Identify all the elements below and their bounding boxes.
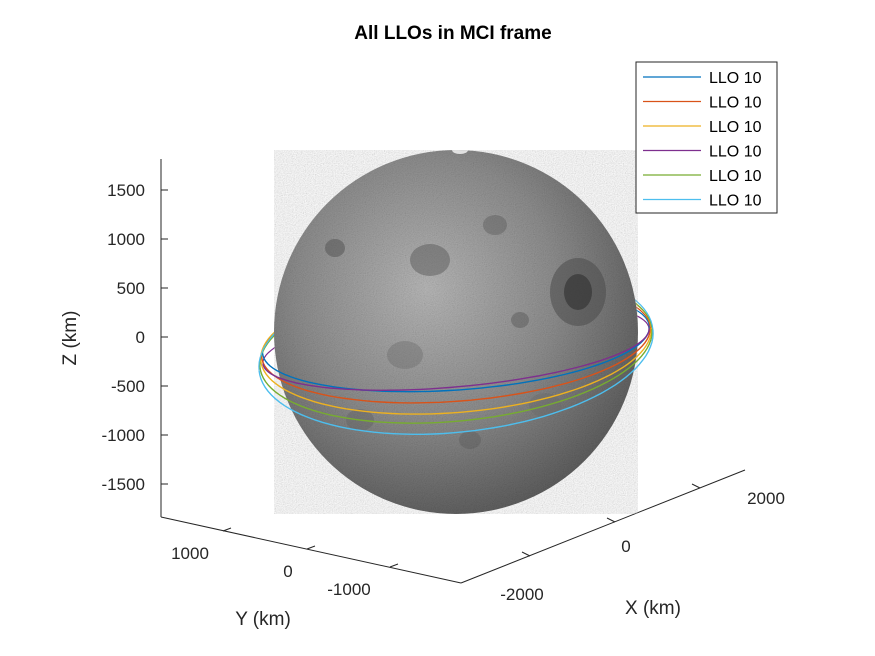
- y-tick-label: -1000: [327, 580, 370, 599]
- orbit-front-1: [261, 326, 651, 393]
- crater: [564, 274, 592, 310]
- legend-label: LLO 10: [709, 95, 762, 112]
- x-axis-line: [460, 469, 746, 584]
- z-tick-label: 1000: [107, 230, 145, 249]
- x-axis-label: X (km): [625, 598, 681, 619]
- orbit-front-3: [260, 327, 653, 415]
- x-tick-label: 2000: [747, 489, 785, 508]
- moon-sphere: [274, 150, 638, 514]
- legend-label: LLO 10: [709, 119, 762, 136]
- x-tick-label: -2000: [500, 585, 543, 604]
- z-tick-label: 500: [117, 279, 145, 298]
- y-tick-label: 0: [283, 562, 292, 581]
- legend-items: LLO 10 LLO 10 LLO 10 LLO 10 LLO 10 LLO 10: [643, 70, 762, 210]
- y-tick-mark: [306, 545, 316, 550]
- moon-body: [274, 150, 638, 514]
- legend-label: LLO 10: [709, 144, 762, 161]
- z-tick-label: 1500: [107, 181, 145, 200]
- legend-label: LLO 10: [709, 70, 762, 87]
- y-axis-label: Y (km): [235, 609, 291, 630]
- polar-highlight: [452, 150, 468, 154]
- y-tick-label: 1000: [171, 544, 209, 563]
- legend-box: [635, 61, 778, 214]
- z-tick-label: -500: [111, 377, 145, 396]
- orbit-front-2: [261, 327, 651, 404]
- x-tick-mark: [691, 483, 701, 489]
- axes-frame: [160, 159, 746, 584]
- orbit-front-5: [259, 328, 653, 424]
- crater: [325, 239, 345, 257]
- x-tick-mark: [521, 551, 531, 557]
- crater: [483, 215, 507, 235]
- legend-label: LLO 10: [709, 193, 762, 210]
- y-tick-mark: [222, 527, 232, 532]
- y-axis-line: [160, 516, 462, 584]
- z-tick-label: -1000: [102, 426, 145, 445]
- moon-craters: [325, 150, 606, 449]
- z-tick-label: -1500: [102, 475, 145, 494]
- orbit-front-4: [262, 328, 650, 392]
- x-tick-label: 0: [621, 537, 630, 556]
- z-axis-label: Z (km): [60, 311, 81, 366]
- chart-title: All LLOs in MCI frame: [354, 23, 551, 44]
- legend-label: LLO 10: [709, 168, 762, 185]
- y-tick-group: 1000 0 -1000: [171, 527, 399, 599]
- crater: [529, 393, 561, 417]
- crater: [387, 341, 423, 369]
- x-tick-mark: [606, 517, 616, 523]
- crater: [410, 244, 450, 276]
- crater: [511, 312, 529, 328]
- x-tick-group: -2000 0 2000: [500, 483, 785, 604]
- orbits-front-group: [258, 326, 654, 435]
- z-tick-group: 1500 1000 500 0 -500 -1000 -1500: [102, 181, 168, 494]
- crater: [459, 431, 481, 449]
- legend: LLO 10 LLO 10 LLO 10 LLO 10 LLO 10 LLO 10: [635, 61, 778, 214]
- y-tick-mark: [389, 563, 399, 568]
- orbit-front-6: [258, 329, 654, 435]
- z-tick-label: 0: [136, 328, 145, 347]
